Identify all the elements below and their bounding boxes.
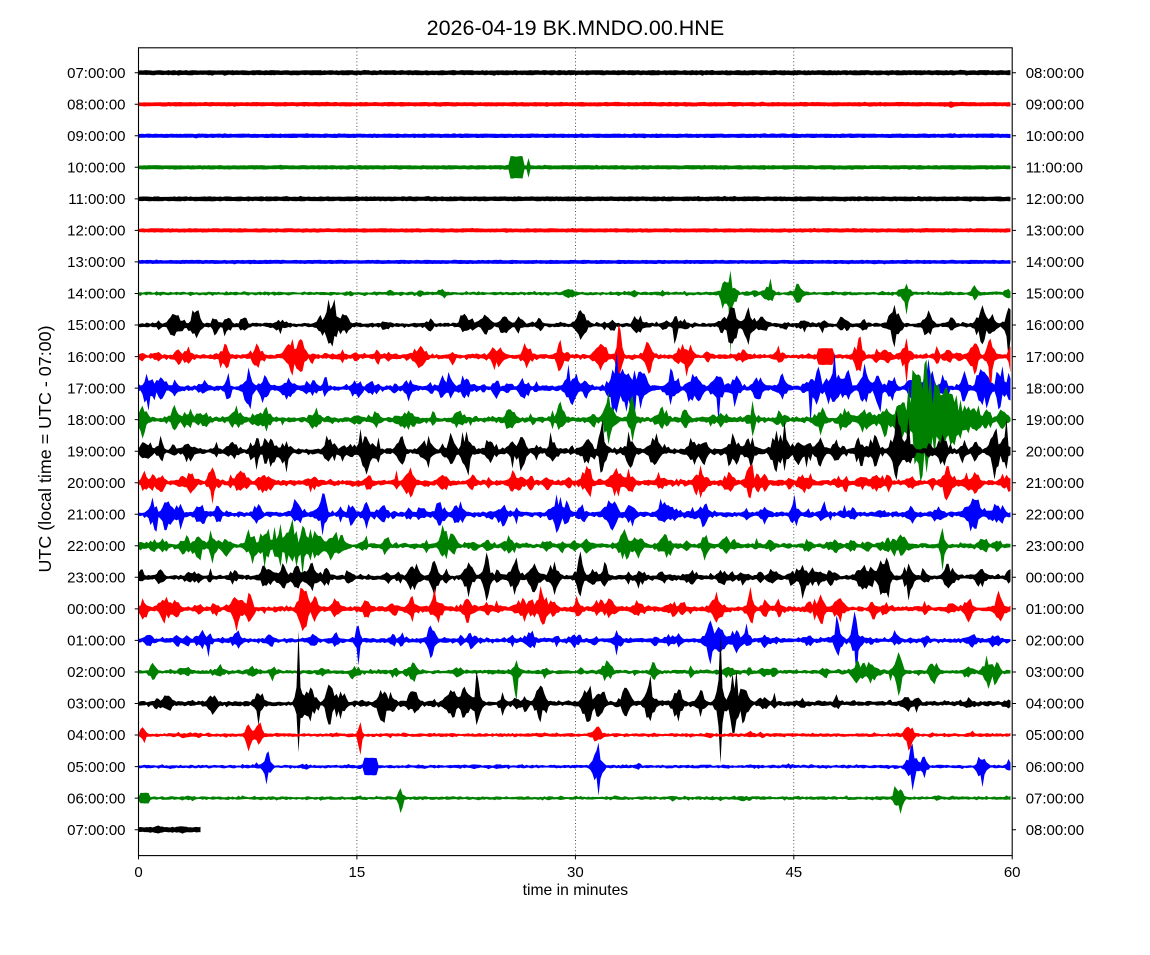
svg-text:14:00:00: 14:00:00 [1026,254,1084,271]
svg-text:09:00:00: 09:00:00 [1026,96,1084,113]
svg-text:UTC (local time = UTC - 07:00): UTC (local time = UTC - 07:00) [35,325,55,572]
svg-text:00:00:00: 00:00:00 [1026,570,1084,587]
svg-text:60: 60 [1004,864,1021,881]
svg-text:03:00:00: 03:00:00 [67,696,125,713]
svg-text:03:00:00: 03:00:00 [1026,664,1084,681]
svg-text:17:00:00: 17:00:00 [67,380,125,397]
svg-text:05:00:00: 05:00:00 [67,759,125,776]
svg-text:10:00:00: 10:00:00 [1026,128,1084,145]
svg-text:00:00:00: 00:00:00 [67,601,125,618]
svg-text:12:00:00: 12:00:00 [1026,191,1084,208]
svg-text:07:00:00: 07:00:00 [1026,790,1084,807]
svg-text:01:00:00: 01:00:00 [1026,601,1084,618]
svg-text:16:00:00: 16:00:00 [67,349,125,366]
svg-text:time in minutes: time in minutes [523,882,629,899]
svg-text:20:00:00: 20:00:00 [1026,443,1084,460]
svg-text:18:00:00: 18:00:00 [67,412,125,429]
svg-text:04:00:00: 04:00:00 [67,727,125,744]
svg-text:04:00:00: 04:00:00 [1026,696,1084,713]
svg-text:08:00:00: 08:00:00 [67,96,125,113]
svg-text:23:00:00: 23:00:00 [67,570,125,587]
svg-text:17:00:00: 17:00:00 [1026,349,1084,366]
svg-text:18:00:00: 18:00:00 [1026,380,1084,397]
svg-text:06:00:00: 06:00:00 [1026,759,1084,776]
svg-text:23:00:00: 23:00:00 [1026,538,1084,555]
svg-text:15: 15 [349,864,366,881]
svg-text:02:00:00: 02:00:00 [1026,633,1084,650]
svg-text:15:00:00: 15:00:00 [1026,286,1084,303]
svg-text:30: 30 [567,864,584,881]
svg-text:07:00:00: 07:00:00 [67,822,125,839]
svg-text:06:00:00: 06:00:00 [67,790,125,807]
svg-text:09:00:00: 09:00:00 [67,128,125,145]
svg-text:19:00:00: 19:00:00 [67,443,125,460]
svg-text:0: 0 [134,864,142,881]
svg-text:21:00:00: 21:00:00 [1026,475,1084,492]
svg-text:08:00:00: 08:00:00 [1026,65,1084,82]
svg-text:05:00:00: 05:00:00 [1026,727,1084,744]
svg-text:21:00:00: 21:00:00 [67,507,125,524]
svg-text:08:00:00: 08:00:00 [1026,822,1084,839]
svg-text:16:00:00: 16:00:00 [1026,317,1084,334]
svg-text:22:00:00: 22:00:00 [1026,507,1084,524]
svg-text:01:00:00: 01:00:00 [67,633,125,650]
svg-text:15:00:00: 15:00:00 [67,317,125,334]
svg-text:02:00:00: 02:00:00 [67,664,125,681]
svg-text:11:00:00: 11:00:00 [1026,160,1083,177]
svg-text:10:00:00: 10:00:00 [67,160,125,177]
svg-text:13:00:00: 13:00:00 [67,254,125,271]
svg-text:11:00:00: 11:00:00 [68,191,125,208]
svg-text:19:00:00: 19:00:00 [1026,412,1084,429]
svg-text:12:00:00: 12:00:00 [67,223,125,240]
svg-text:2026-04-19 BK.MNDO.00.HNE: 2026-04-19 BK.MNDO.00.HNE [427,16,725,40]
svg-text:20:00:00: 20:00:00 [67,475,125,492]
svg-text:45: 45 [785,864,802,881]
svg-text:22:00:00: 22:00:00 [67,538,125,555]
svg-text:14:00:00: 14:00:00 [67,286,125,303]
svg-text:13:00:00: 13:00:00 [1026,223,1084,240]
svg-text:07:00:00: 07:00:00 [67,65,125,82]
